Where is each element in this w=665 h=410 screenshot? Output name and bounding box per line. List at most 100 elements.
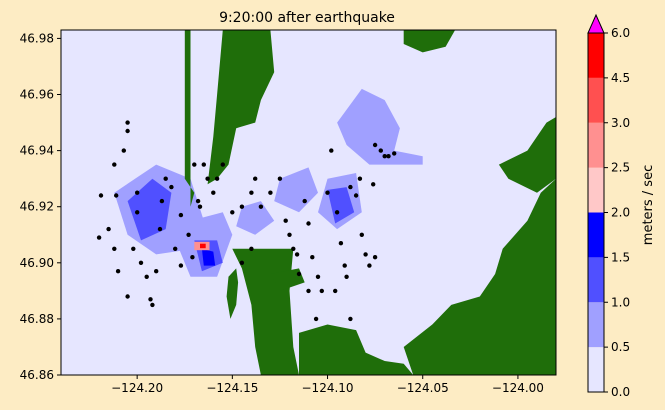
colorbar-band-5 — [588, 122, 604, 168]
gauge-marker-3 — [121, 148, 127, 153]
gauge-marker-31 — [211, 190, 216, 195]
gauge-marker-4 — [125, 120, 130, 125]
gauge-marker-42 — [287, 232, 292, 237]
gauge-marker-44 — [294, 252, 300, 257]
colorbar-band-0 — [588, 347, 604, 392]
colorbar-tick-label-0: 0.0 — [611, 385, 630, 399]
colorbar-tick-label-2: 1.0 — [611, 295, 630, 309]
land-region-2 — [403, 30, 456, 53]
gauge-marker-21 — [169, 184, 174, 190]
chart-title: 9:20:00 after earthquake — [219, 10, 395, 26]
gauge-marker-50 — [325, 190, 330, 195]
land-region-6 — [498, 117, 556, 193]
gauge-marker-26 — [192, 162, 197, 167]
x-tick-label-3: −124.05 — [397, 381, 449, 395]
colorbar-tick-label-6: 3.0 — [611, 116, 630, 130]
x-tick-label-1: −124.15 — [206, 381, 258, 395]
gauge-marker-38 — [258, 204, 264, 209]
gauge-marker-0 — [98, 193, 104, 198]
land-region-5 — [403, 178, 556, 375]
gauge-marker-76 — [178, 212, 184, 218]
gauge-marker-67 — [296, 271, 302, 277]
gauge-marker-25 — [190, 255, 195, 260]
gauge-marker-22 — [173, 246, 178, 251]
x-axis: −124.20 −124.15 −124.10 −124.05 −124.00 — [111, 375, 544, 395]
x-tick-label-2: −124.10 — [302, 381, 354, 395]
colorbar-band-4 — [588, 167, 604, 213]
gauge-marker-32 — [214, 176, 220, 181]
gauge-marker-75 — [239, 260, 245, 265]
speed-region-11 — [200, 243, 206, 249]
gauge-marker-33 — [220, 162, 225, 167]
colorbar-tick-label-5: 2.5 — [611, 161, 630, 175]
gauge-marker-36 — [249, 190, 254, 195]
gauge-marker-46 — [306, 221, 311, 226]
y-tick-label-2: 46.90 — [20, 256, 54, 270]
x-tick-label-4: −124.00 — [492, 381, 544, 395]
gauge-marker-63 — [378, 148, 383, 153]
gauge-marker-64 — [382, 154, 387, 159]
colorbar-tick-label-4: 2.0 — [611, 206, 630, 220]
gauge-marker-66 — [392, 151, 397, 156]
gauge-marker-73 — [357, 176, 363, 181]
gauge-marker-2 — [114, 193, 119, 198]
gauge-marker-14 — [138, 260, 144, 265]
gauge-marker-57 — [353, 193, 359, 198]
gauge-marker-20 — [159, 198, 165, 204]
gauge-marker-37 — [253, 176, 258, 181]
speed-region-9 — [201, 248, 216, 266]
gauge-marker-13 — [135, 210, 140, 215]
land-region-8 — [270, 268, 305, 291]
gauge-marker-72 — [372, 255, 378, 260]
x-tick-label-0: −124.20 — [111, 381, 163, 395]
gauge-marker-39 — [268, 190, 273, 195]
gauge-marker-51 — [329, 148, 334, 153]
gauge-marker-71 — [348, 316, 353, 322]
gauge-marker-8 — [112, 246, 117, 251]
colorbar-band-7 — [588, 33, 604, 78]
gauge-marker-9 — [115, 269, 121, 274]
gauge-marker-70 — [333, 288, 338, 294]
gauge-marker-1 — [112, 162, 117, 167]
gauge-marker-52 — [334, 210, 340, 215]
speed-region-5 — [236, 201, 275, 235]
y-tick-label-5: 46.96 — [20, 88, 54, 102]
gauge-marker-45 — [302, 198, 307, 204]
gauge-marker-17 — [150, 302, 155, 308]
gauge-marker-54 — [342, 263, 347, 268]
gauge-marker-27 — [195, 198, 201, 204]
gauge-marker-16 — [148, 297, 153, 302]
colorbar-tick-label-7: 4.5 — [611, 71, 630, 85]
gauge-marker-55 — [344, 274, 349, 279]
speed-region-7 — [327, 187, 355, 224]
gauge-marker-61 — [371, 182, 376, 187]
gauge-marker-40 — [277, 176, 283, 181]
gauge-marker-65 — [386, 154, 391, 159]
gauge-marker-10 — [125, 294, 130, 299]
gauge-marker-43 — [291, 246, 296, 251]
land-layer — [184, 30, 556, 375]
gauge-marker-41 — [283, 218, 288, 223]
colorbar-label: meters / sec — [641, 165, 656, 245]
speed-region-4 — [274, 167, 318, 213]
gauge-marker-15 — [144, 274, 149, 279]
colorbar-extend-max — [587, 13, 605, 34]
gauge-marker-5 — [125, 128, 130, 134]
land-region-0 — [184, 30, 195, 207]
gauge-markers — [96, 120, 397, 322]
colorbar: 0.0 0.5 1.0 1.5 2.0 2.5 3.0 4.5 6.0 — [587, 13, 630, 399]
gauge-marker-30 — [205, 176, 210, 181]
gauge-marker-12 — [135, 190, 140, 195]
y-axis: 46.86 46.88 46.90 46.92 46.94 46.96 46.98 — [20, 31, 61, 382]
colorbar-band-2 — [588, 257, 604, 303]
y-tick-label-1: 46.88 — [20, 312, 54, 326]
colorbar-tick-label-8: 6.0 — [611, 26, 630, 40]
gauge-marker-11 — [131, 246, 136, 251]
colorbar-band-3 — [588, 212, 604, 258]
gauge-marker-77 — [163, 176, 168, 181]
gauge-marker-19 — [157, 226, 163, 232]
land-region-4 — [299, 324, 414, 375]
plot-frame — [60, 29, 557, 376]
gauge-marker-29 — [201, 162, 206, 167]
gauge-marker-62 — [372, 142, 378, 148]
